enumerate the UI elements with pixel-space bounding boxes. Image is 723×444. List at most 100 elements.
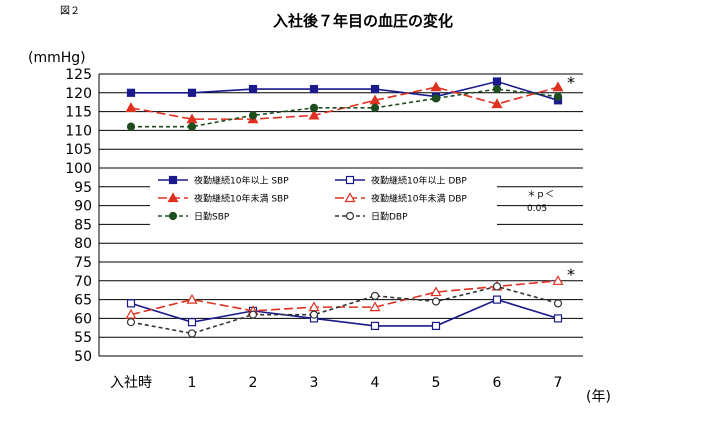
data-point [248,84,258,94]
data-point [553,299,563,308]
series-line [130,298,559,327]
legend-label: 夜勤継続10年以上 DBP [371,175,467,187]
series-line [130,280,559,316]
data-point [370,291,380,300]
gridlines [98,73,583,357]
y-tick-label: 80 [74,236,92,252]
data-point [492,77,502,86]
legend-label: 夜勤継続10年以上 SBP [194,175,289,187]
legend-marker [345,175,355,185]
legend-item: 夜勤継続10年未満 DBP [335,192,467,205]
data-point [126,122,136,131]
significance-note-line2: 0.05 [527,204,547,214]
x-tick-label: 5 [432,375,441,391]
data-point [126,88,136,97]
y-tick-label: 90 [74,199,92,215]
data-point [186,293,198,304]
y-tick-labels: 50 55 60 65 70 75 80 85 90 95 100 105 110 115 120 125 [65,67,92,365]
legend: 夜勤継続10年以上 SBP 夜勤継続10年以上 DBP 夜勤継続10年未満 SBP 夜… [150,169,497,229]
data-point [248,310,258,319]
y-tick-label: 65 [74,293,92,309]
data-point [430,81,442,92]
data-point [431,94,441,103]
series-line [130,285,559,335]
legend-marker [345,211,355,221]
data-point [370,84,380,94]
y-tick-label: 110 [65,123,92,139]
data-point [370,321,380,331]
x-tick-labels: 入社時 1 2 3 4 5 6 7 [110,375,562,391]
data-point [187,318,197,327]
legend-label: 日勤DBP [371,211,408,223]
data-point [370,103,380,112]
data-point [187,329,197,338]
legend-marker [168,175,178,185]
y-tick-label: 60 [74,311,92,327]
legend-box [150,169,497,229]
data-point [309,84,319,94]
x-tick-label: 4 [371,375,380,391]
data-point [492,295,502,304]
y-tick-label: 95 [74,180,92,196]
legend-item: 夜勤継続10年以上 DBP [335,175,467,187]
y-tick-label: 70 [74,274,92,290]
series-5 [126,282,563,338]
legend-item: 日勤DBP [335,211,408,223]
data-point [187,122,197,131]
y-tick-label: 100 [65,161,92,177]
data-point [492,84,502,94]
figure-label: 図２ [60,5,80,17]
y-tick-label: 105 [65,142,92,158]
significance-note-line1: ＊ｐ＜ [527,190,554,200]
data-point [552,81,564,92]
legend-item: 夜勤継続10年以上 SBP [158,175,289,187]
legend-item: 夜勤継続10年未満 SBP [158,192,289,205]
series-line [131,80,559,102]
data-point [187,88,197,97]
y-tick-label: 125 [65,67,92,83]
series-lines [125,77,564,338]
data-point [553,314,563,323]
data-point [553,92,563,101]
data-point [369,301,381,312]
y-tick-label: 85 [74,217,92,233]
x-tick-label: 2 [249,375,258,391]
series-line [130,86,559,120]
data-point [552,275,564,285]
significance-star-dbp: * [567,265,575,284]
data-point [431,297,441,306]
data-point [492,282,502,291]
legend-item: 日勤SBP [158,211,230,223]
series-4 [126,84,563,131]
data-point [125,102,137,112]
legend-marker [167,192,179,203]
y-tick-label: 115 [65,105,92,121]
data-point [126,299,136,308]
y-tick-label: 50 [74,349,92,365]
data-point [430,286,442,297]
legend-marker [344,192,356,203]
x-tick-label: 入社時 [110,375,152,391]
x-tick-label: 6 [493,375,502,391]
data-point [309,310,319,319]
data-point [491,98,503,109]
significance-star-sbp: * [567,73,575,92]
data-point [431,321,441,331]
x-tick-label: 7 [554,375,563,391]
y-tick-label: 55 [74,330,92,346]
legend-label: 夜勤継続10年未満 DBP [371,193,467,205]
data-point [308,109,320,120]
data-point [126,318,136,327]
legend-label: 夜勤継続10年未満 SBP [194,193,289,205]
y-tick-label: 120 [65,86,92,102]
y-tick-label: 75 [74,255,92,271]
series-line [131,88,559,128]
x-tick-label: 1 [188,375,197,391]
legend-marker [168,211,178,221]
x-tick-label: 3 [310,375,319,391]
chart-title: 入社後７年目の血圧の変化 [273,12,453,30]
y-axis-unit: (mmHg) [28,50,86,66]
data-point [309,103,319,112]
data-point [248,111,258,120]
